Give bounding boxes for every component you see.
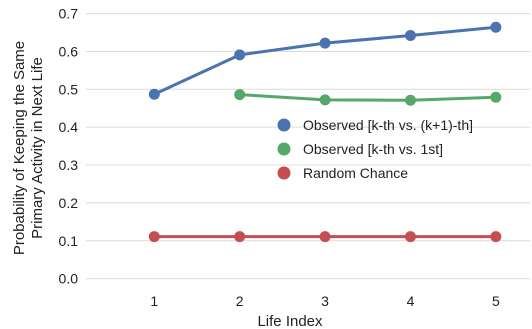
tick-labels: 0.0 0.1 0.2 0.3 0.4 0.5 0.6 0.7 1 2 3 4 5 [59, 6, 500, 309]
data-point [234, 89, 246, 101]
legend-label: Observed [k-th vs. 1st] [303, 141, 443, 157]
y-tick-label: 0.0 [59, 271, 79, 287]
x-tick-label: 5 [492, 293, 500, 309]
x-tick-label: 2 [236, 293, 244, 309]
legend-marker [277, 142, 291, 156]
y-tick-label: 0.5 [59, 81, 79, 97]
legend-marker [277, 166, 291, 180]
y-tick-label: 0.7 [59, 6, 79, 22]
series-line [153, 25, 496, 96]
data-point [404, 30, 416, 42]
grid-lines [86, 13, 530, 280]
series-3 [148, 231, 502, 243]
legend-label: Random Chance [303, 165, 408, 181]
data-point [490, 231, 502, 243]
y-tick-label: 0.1 [59, 233, 79, 249]
data-point [234, 49, 246, 61]
data-point [319, 94, 331, 106]
series-layer [148, 21, 502, 243]
y-tick-label: 0.6 [59, 43, 79, 59]
data-point [148, 88, 160, 100]
series-line [239, 93, 496, 102]
legend: Observed [k-th vs. (k+1)-th] Observed [k-… [277, 117, 473, 181]
x-tick-label: 4 [407, 293, 415, 309]
data-point [234, 231, 246, 243]
x-tick-label: 3 [321, 293, 329, 309]
x-tick-label: 1 [150, 293, 158, 309]
data-point [404, 94, 416, 106]
data-point [319, 231, 331, 243]
y-tick-label: 0.4 [59, 119, 79, 135]
y-tick-label: 0.2 [59, 195, 79, 211]
data-point [404, 231, 416, 243]
data-point [319, 37, 331, 49]
legend-marker [277, 118, 291, 132]
series-1 [148, 21, 502, 100]
data-point [490, 91, 502, 103]
y-axis-title-line-1: Probability of Keeping the Same [11, 41, 28, 255]
series-2 [234, 89, 502, 106]
legend-label: Observed [k-th vs. (k+1)-th] [303, 117, 473, 133]
x-axis-title: Life Index [257, 313, 323, 329]
y-tick-label: 0.3 [59, 157, 79, 173]
data-point [490, 21, 502, 33]
y-axis-title-line-2: Primary Activity in Next Life [29, 57, 46, 239]
data-point [148, 231, 160, 243]
